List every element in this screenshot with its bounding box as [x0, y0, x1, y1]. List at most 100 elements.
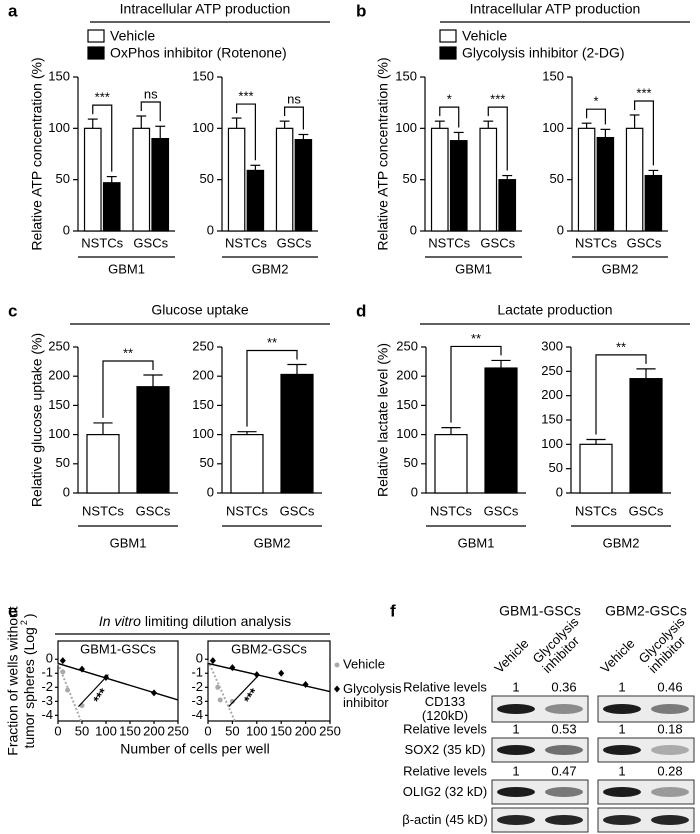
bar: [577, 127, 596, 232]
row-label: SOX2 (35 kD): [404, 742, 486, 757]
group-label: GBM2: [252, 261, 289, 276]
data-point: [302, 681, 309, 689]
data-point: [151, 689, 157, 697]
panel-title: In vitro limiting dilution analysis: [99, 613, 291, 629]
level-value: 0.28: [657, 763, 682, 778]
level-value: 1: [512, 679, 519, 694]
legend-label: Vehicle: [110, 28, 155, 44]
significance-bracket: [450, 345, 502, 423]
y-tick-label: 50: [549, 460, 563, 475]
y-tick-label: -1: [191, 665, 203, 680]
y-tick-label: 50: [200, 171, 214, 186]
y-tick-label: 200: [48, 368, 70, 383]
legend-label: OxPhos inhibitor (Rotenone): [110, 45, 287, 61]
y-tick-label: 0: [556, 484, 563, 499]
x-tick-label: 100: [95, 723, 117, 738]
significance-label: *: [447, 92, 452, 107]
bar: [629, 378, 663, 494]
x-tick-label: GSCs: [280, 503, 315, 518]
bar: [83, 127, 102, 232]
bar: [151, 138, 170, 232]
group-label: GBM2: [254, 535, 291, 550]
y-tick-label: 250: [192, 338, 214, 353]
plot-frame: [207, 640, 331, 722]
y-tick-label: 100: [192, 426, 214, 441]
legend-swatch: [439, 29, 457, 43]
data-point: [217, 697, 223, 703]
y-tick-label: 250: [541, 363, 563, 378]
annotation: ***: [90, 685, 112, 707]
x-tick-label: 100: [246, 723, 268, 738]
y-tick-label: 250: [48, 338, 70, 353]
level-value: 1: [512, 721, 519, 736]
bar: [434, 434, 468, 494]
significance-label: ***: [238, 89, 253, 104]
band: [497, 704, 535, 714]
level-label: Relative levels: [403, 721, 487, 736]
band: [603, 745, 641, 755]
y-tick-label: 0: [410, 222, 417, 237]
level-value: 0.46: [657, 679, 682, 694]
significance-bracket: [634, 100, 654, 166]
bar: [102, 182, 121, 232]
legend-marker: [334, 685, 340, 693]
y-tick-label: 0: [196, 651, 203, 666]
y-tick-label: 200: [541, 387, 563, 402]
level-label: Relative levels: [403, 679, 487, 694]
significance-bracket: [140, 101, 161, 122]
x-tick-label: 150: [119, 723, 141, 738]
significance-label: *: [593, 94, 598, 109]
significance-bracket: [439, 106, 460, 128]
y-tick-label: 50: [200, 455, 214, 470]
legend-label: Glycolysis inhibitor (2-DG): [462, 45, 625, 61]
band: [651, 787, 689, 797]
group-label: GBM1: [458, 535, 495, 550]
x-tick-label: GSCs: [133, 235, 168, 250]
bar: [430, 127, 449, 232]
data-point: [229, 698, 235, 704]
y-tick-label: 150: [542, 68, 564, 83]
bar: [596, 136, 615, 232]
fit-line: [57, 662, 179, 701]
y-tick-label: 100: [48, 120, 70, 135]
y-tick-label: 150: [48, 68, 70, 83]
legend-swatch: [87, 46, 105, 60]
group-label: GBM1: [110, 535, 147, 550]
panel-title: Lactate production: [497, 302, 612, 318]
y-tick-label: 0: [46, 651, 53, 666]
level-value: 1: [618, 721, 625, 736]
y-tick-label: 50: [56, 171, 70, 186]
plot-frame: [57, 640, 179, 722]
y-axis-label: Relative ATP concentration (%): [29, 57, 45, 250]
level-value: 0.18: [657, 721, 682, 736]
level-label: Relative levels: [403, 763, 487, 778]
y-axis-label: Relative lactate level (%): [375, 343, 391, 497]
significance-bracket: [284, 106, 304, 130]
x-tick-label: 150: [270, 723, 292, 738]
legend-label: Vehicle: [462, 28, 507, 44]
band: [497, 815, 535, 825]
x-tick-label: NSTCs: [81, 235, 123, 250]
data-point: [278, 669, 285, 677]
band: [545, 704, 583, 714]
x-tick-label: GSCs: [484, 503, 519, 518]
x-tick-label: 250: [319, 723, 341, 738]
y-tick-label: 150: [192, 397, 214, 412]
bar: [246, 169, 265, 232]
group-header: GBM2-GSCs: [605, 603, 687, 619]
group-label: GBM1: [108, 261, 145, 276]
title-italic: In vitro: [99, 613, 141, 629]
y-tick-label: 150: [395, 68, 417, 83]
legend-label: Glycolysis inhibitor: [343, 681, 402, 710]
y-tick-label: 200: [396, 368, 418, 383]
fit-line: [207, 662, 331, 693]
level-value: 0.47: [551, 763, 576, 778]
data-point: [79, 665, 85, 673]
y-tick-label: 50: [550, 171, 564, 186]
annotation: ***: [241, 685, 263, 707]
y-tick-label: -3: [41, 693, 53, 708]
level-value: 0.36: [551, 679, 576, 694]
data-point: [215, 684, 221, 690]
